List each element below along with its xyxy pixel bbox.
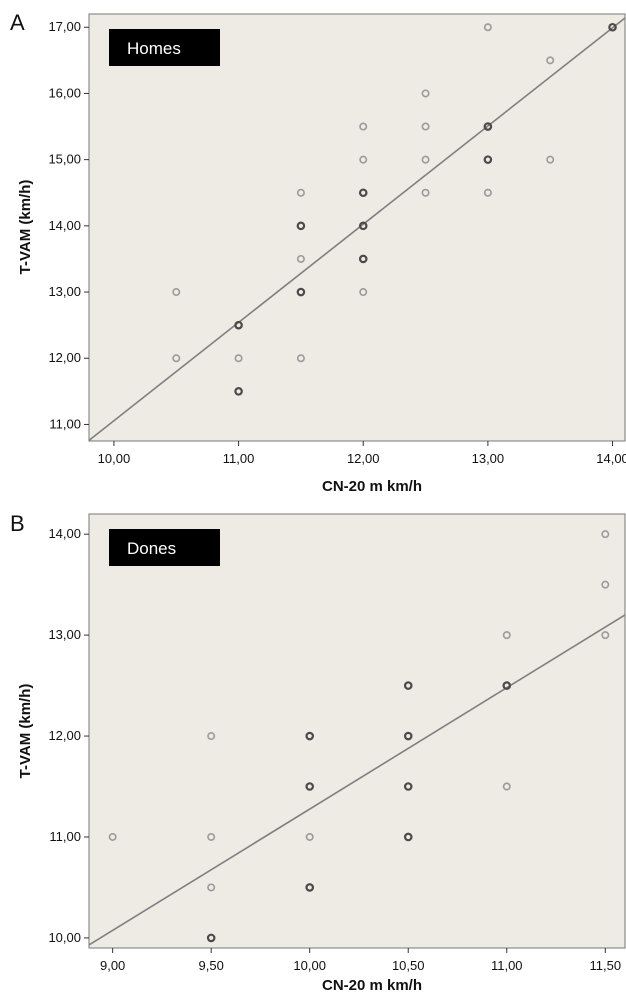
y-tick-label: 12,00: [48, 350, 81, 365]
y-tick-label: 11,00: [49, 829, 81, 844]
data-point: [207, 832, 216, 841]
data-point: [234, 354, 243, 363]
legend-box-b: [109, 529, 220, 566]
y-tick-label: 14,00: [48, 526, 81, 541]
x-tick-label: 11,00: [491, 958, 523, 973]
fit-line-group-b: [88, 614, 626, 946]
legend-label-a: Homes: [127, 39, 181, 58]
data-point: [207, 732, 216, 741]
x-tick-label: 12,00: [347, 451, 380, 466]
data-point: [403, 681, 413, 690]
data-point: [358, 254, 368, 264]
y-tick-label: 13,00: [48, 627, 81, 642]
data-point: [421, 89, 430, 98]
fit-line-group-a: [88, 17, 626, 441]
y-tick-label: 15,00: [48, 152, 81, 167]
y-tick-label: 14,00: [48, 218, 81, 233]
data-point: [296, 188, 305, 197]
scatter-panel-b: B 10,00 11,00 12,00 13,00 14,00 9,00 9,50 10,0…: [0, 503, 626, 996]
data-point: [305, 832, 314, 841]
y-tick-label: 16,00: [48, 85, 81, 100]
data-point: [359, 288, 368, 297]
y-axis-title-a: T-VAM (km/h): [17, 180, 34, 275]
x-axis-title-b: CN-20 m km/h: [322, 977, 422, 994]
data-point: [234, 320, 243, 330]
y-axis-title-b: T-VAM (km/h): [17, 684, 34, 779]
data-point: [296, 254, 305, 263]
data-point: [483, 188, 492, 197]
x-tick-label: 10,00: [293, 958, 326, 973]
data-point: [305, 782, 315, 791]
y-tick-label: 13,00: [48, 284, 81, 299]
data-point: [359, 155, 368, 164]
x-tick-label: 13,00: [472, 451, 505, 466]
y-tick-label: 10,00: [48, 930, 81, 945]
points-b: [108, 530, 610, 943]
data-point: [296, 287, 306, 297]
chart-a-svg: A 11,00 12,00 13,00 14,00 15,00 16,00 17,00 10…: [10, 10, 626, 495]
x-tick-label: 14,00: [596, 451, 626, 466]
data-point: [421, 122, 430, 131]
panel-label-a: A: [10, 10, 25, 35]
points-a: [172, 22, 617, 396]
data-point: [403, 832, 413, 842]
data-point: [483, 122, 493, 131]
data-point: [421, 188, 430, 197]
data-point: [601, 631, 610, 640]
data-point: [359, 122, 368, 131]
y-tick-label: 17,00: [48, 19, 81, 34]
data-point: [172, 354, 181, 363]
data-point: [502, 681, 512, 690]
y-tick-label: 11,00: [49, 416, 81, 431]
data-point: [483, 155, 493, 164]
panel-label-b: B: [10, 511, 25, 536]
y-tick-label: 12,00: [48, 728, 81, 743]
x-axis-title-a: CN-20 m km/h: [322, 478, 422, 495]
plot-area-b: [88, 513, 626, 949]
x-axis-b: 9,00 9,50 10,00 10,50 11,00 11,50: [100, 948, 621, 973]
scatter-panel-a: A 11,00 12,00 13,00 14,00 15,00 16,00 17,00 10…: [10, 10, 626, 495]
data-point: [234, 387, 243, 396]
y-axis-a: 11,00 12,00 13,00 14,00 15,00 16,00 17,00: [48, 19, 89, 431]
data-point: [421, 155, 430, 164]
data-point: [305, 731, 315, 741]
x-tick-label: 10,50: [392, 958, 425, 973]
data-point: [403, 782, 413, 791]
chart-b-svg: B 10,00 11,00 12,00 13,00 14,00 9,00 9,50 10,0…: [10, 511, 626, 994]
data-point: [502, 631, 511, 640]
x-axis-a: 10,00 11,00 12,00 13,00 14,00: [98, 441, 626, 466]
data-point: [546, 56, 555, 65]
x-tick-label: 9,00: [100, 958, 125, 973]
data-point: [546, 155, 555, 164]
regression-line: [88, 614, 626, 946]
x-tick-label: 11,50: [590, 958, 622, 973]
data-point: [403, 731, 413, 741]
data-point: [483, 23, 492, 32]
data-point: [108, 832, 117, 841]
data-point: [296, 354, 305, 363]
data-point: [296, 221, 306, 231]
data-point: [358, 221, 368, 231]
data-point: [601, 530, 610, 539]
data-point: [608, 22, 617, 32]
legend-label-b: Dones: [127, 539, 176, 558]
legend-box-a: [109, 29, 220, 66]
data-point: [358, 188, 368, 198]
x-tick-label: 11,00: [223, 451, 255, 466]
data-point: [305, 883, 315, 892]
data-point: [502, 782, 511, 791]
data-point: [206, 933, 216, 943]
x-tick-label: 9,50: [199, 958, 224, 973]
regression-line: [88, 17, 626, 441]
data-point: [172, 288, 181, 297]
data-point: [207, 883, 216, 892]
x-tick-label: 10,00: [98, 451, 131, 466]
data-point: [601, 580, 610, 589]
y-axis-b: 10,00 11,00 12,00 13,00 14,00: [48, 526, 89, 945]
